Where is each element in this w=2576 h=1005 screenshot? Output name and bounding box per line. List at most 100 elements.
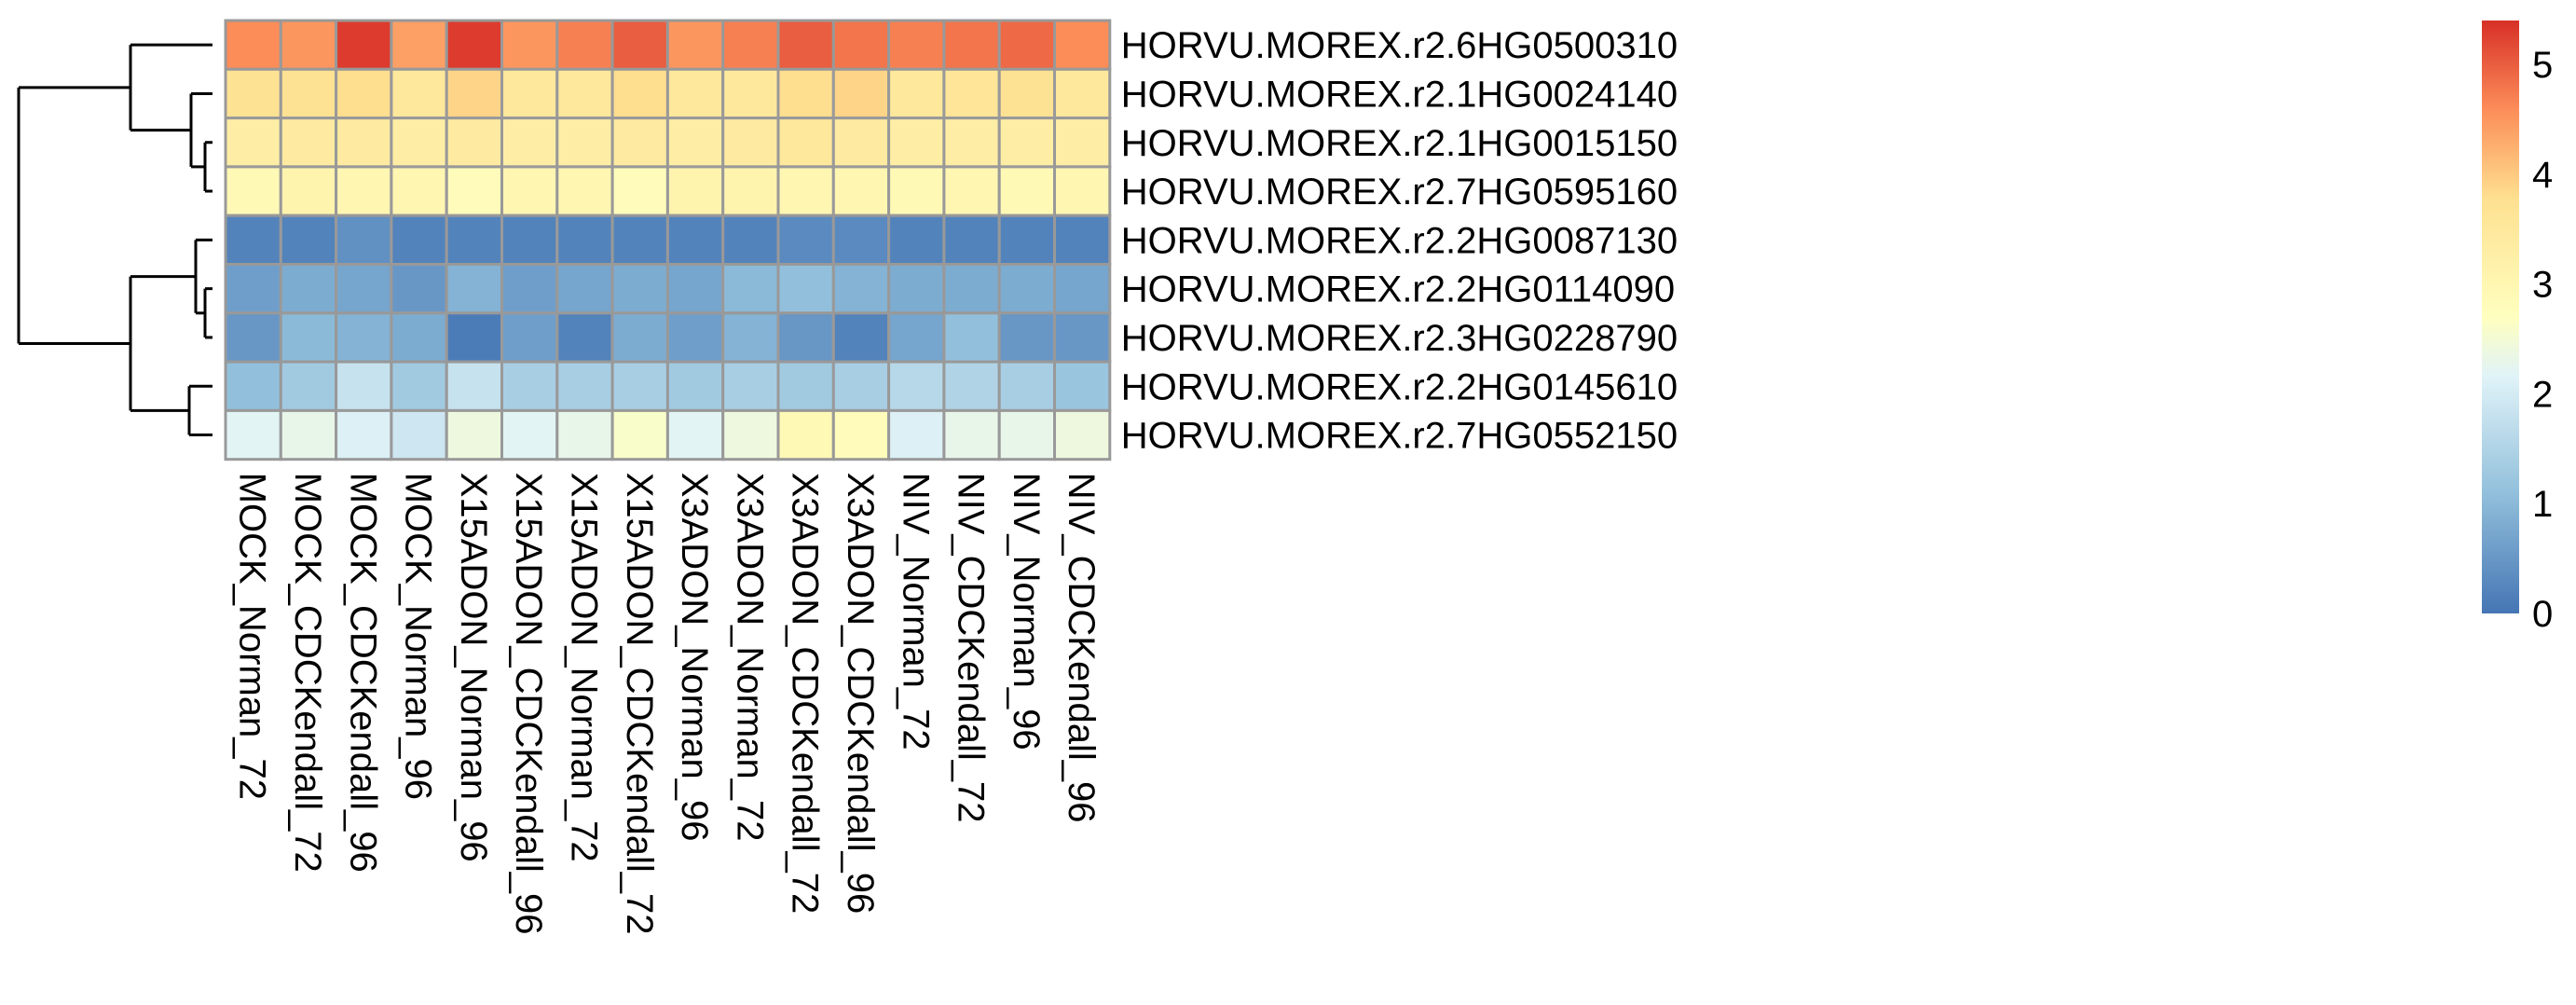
heatmap-cell (555, 360, 614, 412)
heatmap-cell (279, 67, 338, 120)
heatmap-cell (555, 311, 614, 364)
heatmap-cell (500, 67, 559, 120)
heatmap-cell (776, 213, 835, 266)
heatmap-cell (445, 360, 504, 412)
heatmap-cell (831, 311, 891, 364)
heatmap-cell (721, 311, 780, 364)
heatmap-cell (887, 360, 946, 412)
heatmap-cell (335, 117, 393, 169)
heatmap-cell (887, 117, 946, 169)
row-label: HORVU.MOREX.r2.3HG0228790 (1121, 318, 1678, 359)
column-label: NIV_CDCKendall_96 (1061, 473, 1102, 823)
heatmap-cell (335, 213, 393, 266)
heatmap-cell (665, 165, 725, 217)
heatmap-cell (665, 117, 725, 169)
heatmap-cell (997, 67, 1056, 120)
heatmap-cell (1053, 408, 1112, 461)
heatmap-cell (335, 19, 393, 71)
heatmap-cell (887, 19, 946, 71)
color-bar-tick: 3 (2532, 265, 2553, 306)
column-label: X3ADON_CDCKendall_72 (785, 473, 826, 915)
heatmap-cell (942, 360, 1001, 412)
heatmap-cell (942, 165, 1001, 217)
heatmap-cell (887, 263, 946, 315)
heatmap-cell (445, 67, 504, 120)
heatmap-cell (224, 19, 282, 71)
heatmap-cell (390, 263, 448, 315)
row-label: HORVU.MOREX.r2.1HG0024140 (1121, 74, 1678, 115)
color-bar (2482, 21, 2519, 613)
heatmap-cell (279, 19, 338, 71)
heatmap-cell (776, 117, 835, 169)
heatmap-cell (445, 117, 504, 169)
heatmap-cell (390, 19, 448, 71)
heatmap-cell (610, 165, 669, 217)
row-label: HORVU.MOREX.r2.2HG0145610 (1121, 366, 1678, 407)
heatmap-cell (831, 19, 891, 71)
heatmap-cell (224, 360, 282, 412)
heatmap-cell (1053, 311, 1112, 364)
heatmap-cell (942, 311, 1001, 364)
heatmap-cell (390, 360, 448, 412)
heatmap-cell (887, 311, 946, 364)
heatmap-cell (776, 19, 835, 71)
heatmap-cell (665, 19, 725, 71)
row-label: HORVU.MOREX.r2.2HG0114090 (1121, 269, 1675, 310)
heatmap-cell (831, 117, 891, 169)
column-label: MOCK_CDCKendall_72 (287, 473, 328, 873)
heatmap-cell (335, 165, 393, 217)
heatmap-cell (887, 165, 946, 217)
color-bar-tick: 4 (2532, 155, 2553, 196)
heatmap-cell (224, 263, 282, 315)
column-label: X15ADON_CDCKendall_72 (619, 473, 660, 935)
heatmap-cell (500, 263, 559, 315)
heatmap-cell (665, 67, 725, 120)
heatmap-cell (831, 67, 891, 120)
row-label: HORVU.MOREX.r2.7HG0595160 (1121, 172, 1678, 213)
heatmap-cell (390, 117, 448, 169)
column-label: NIV_CDCKendall_72 (951, 473, 992, 823)
heatmap-cell (721, 67, 780, 120)
heatmap-cell (500, 165, 559, 217)
heatmap-cell (610, 263, 669, 315)
row-label: HORVU.MOREX.r2.1HG0015150 (1121, 123, 1678, 164)
heatmap-cell (224, 213, 282, 266)
heatmap-cell (224, 311, 282, 364)
heatmap-cell (445, 263, 504, 315)
column-label: X3ADON_Norman_72 (729, 473, 770, 842)
heatmap-cell (831, 360, 891, 412)
heatmap-cell (721, 117, 780, 169)
column-label: NIV_Norman_96 (1006, 473, 1047, 750)
heatmap-cell (500, 19, 559, 71)
heatmap-cell (224, 165, 282, 217)
row-dendrogram (17, 43, 212, 437)
heatmap-cell (942, 263, 1001, 315)
column-label: X3ADON_CDCKendall_96 (840, 473, 881, 915)
heatmap-cell (335, 311, 393, 364)
row-label: HORVU.MOREX.r2.2HG0087130 (1121, 220, 1678, 261)
heatmap-cell (610, 117, 669, 169)
heatmap-cell (279, 165, 338, 217)
heatmap-cell (555, 19, 614, 71)
heatmap-cell (610, 408, 669, 461)
heatmap-cell (335, 360, 393, 412)
heatmap-cell (500, 117, 559, 169)
heatmap-cell (997, 165, 1056, 217)
heatmap-cell (555, 117, 614, 169)
heatmap-cell (997, 263, 1056, 315)
heatmap-cell (997, 408, 1056, 461)
heatmap-cell (390, 67, 448, 120)
heatmap-cell (776, 165, 835, 217)
heatmap-cell (776, 311, 835, 364)
color-bar-tick: 1 (2532, 484, 2553, 525)
heatmap-cell (1053, 263, 1112, 315)
heatmap-cell (335, 67, 393, 120)
heatmap-cell (942, 213, 1001, 266)
heatmap-cell (279, 360, 338, 412)
heatmap-cell (610, 67, 669, 120)
heatmap-cell (610, 213, 669, 266)
heatmap-cell (555, 408, 614, 461)
heatmap-cell (224, 67, 282, 120)
color-legend: 0 1 2 3 4 5 (2482, 21, 2553, 635)
heatmap-cell (500, 360, 559, 412)
